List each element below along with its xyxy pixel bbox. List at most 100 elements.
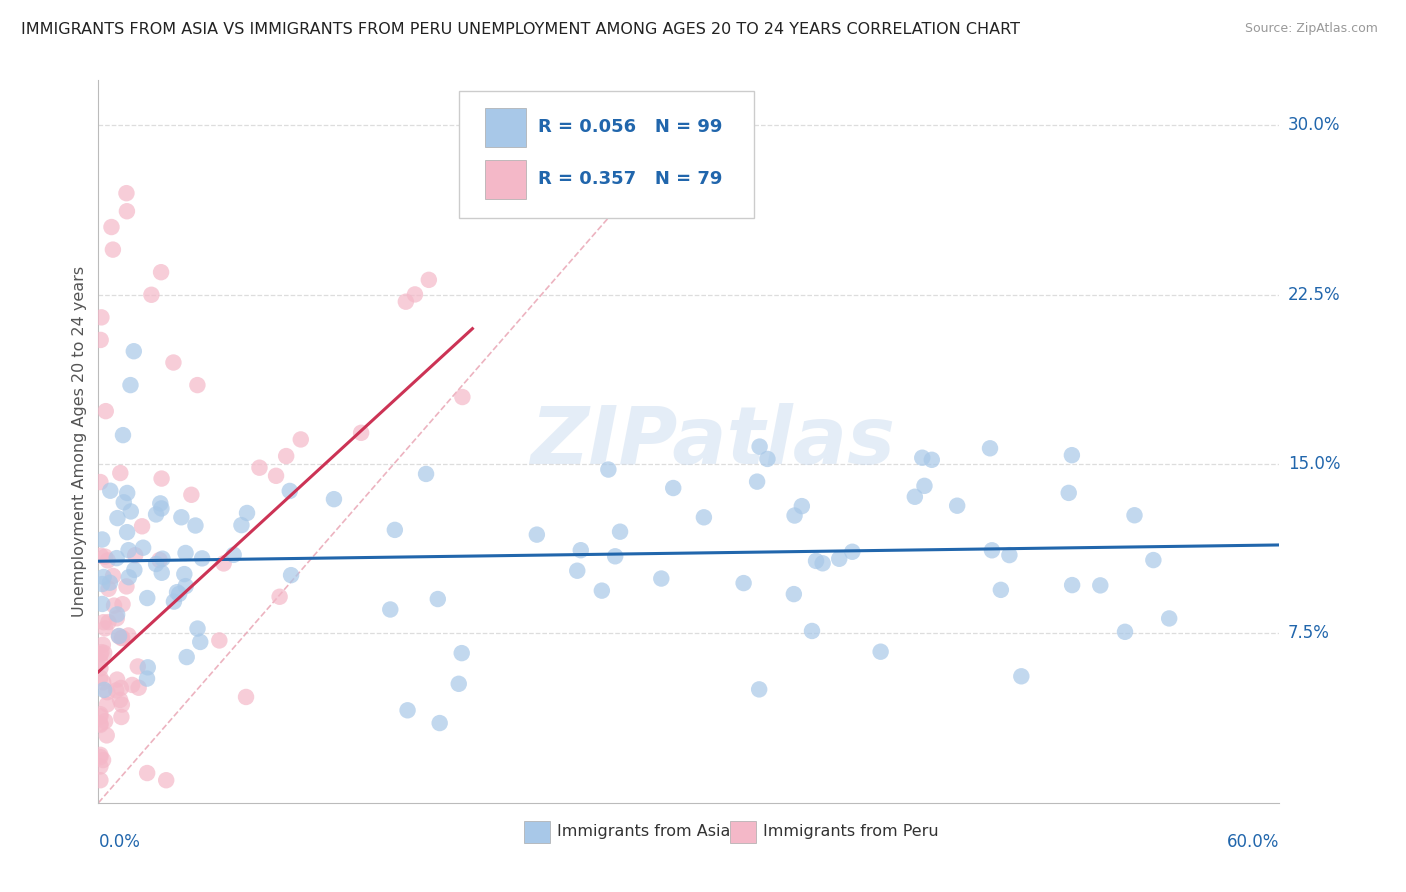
Text: 22.5%: 22.5% bbox=[1288, 285, 1340, 304]
Point bbox=[693, 510, 716, 524]
Point bbox=[89, 718, 111, 732]
Point bbox=[384, 523, 406, 537]
Bar bbox=[485, 108, 526, 147]
Point bbox=[748, 682, 770, 697]
Point bbox=[236, 506, 259, 520]
Point bbox=[110, 631, 132, 645]
Point bbox=[1057, 486, 1080, 500]
Point bbox=[91, 533, 114, 547]
Point bbox=[148, 553, 170, 567]
Point bbox=[136, 660, 159, 674]
Point bbox=[921, 452, 943, 467]
Point bbox=[904, 490, 927, 504]
Y-axis label: Unemployment Among Ages 20 to 24 years: Unemployment Among Ages 20 to 24 years bbox=[72, 266, 87, 617]
Point bbox=[395, 294, 418, 309]
Text: 15.0%: 15.0% bbox=[1288, 455, 1340, 473]
Point bbox=[89, 747, 111, 762]
Point bbox=[569, 543, 592, 558]
Point bbox=[979, 442, 1001, 456]
Point bbox=[235, 690, 257, 704]
Point bbox=[117, 543, 139, 558]
Point bbox=[911, 450, 934, 465]
Point bbox=[121, 678, 143, 692]
Point bbox=[91, 675, 114, 690]
Point bbox=[111, 597, 134, 611]
Point bbox=[212, 557, 235, 571]
Point bbox=[1159, 611, 1181, 625]
Point bbox=[155, 773, 177, 788]
Point bbox=[105, 607, 128, 622]
Point bbox=[745, 475, 768, 489]
Point bbox=[801, 624, 824, 638]
Point bbox=[790, 499, 813, 513]
Point bbox=[173, 567, 195, 582]
Point bbox=[174, 579, 197, 593]
Point bbox=[89, 655, 111, 669]
Point bbox=[733, 576, 755, 591]
Point bbox=[117, 628, 139, 642]
Point bbox=[91, 577, 114, 591]
Point bbox=[380, 602, 402, 616]
Point bbox=[222, 548, 245, 562]
Point bbox=[167, 587, 190, 601]
FancyBboxPatch shape bbox=[458, 91, 754, 218]
Point bbox=[101, 569, 124, 583]
Point bbox=[136, 766, 159, 780]
Point bbox=[756, 451, 779, 466]
Point bbox=[115, 204, 138, 219]
Point bbox=[94, 621, 117, 635]
Point bbox=[89, 648, 111, 662]
Point bbox=[591, 583, 613, 598]
Point bbox=[93, 615, 115, 630]
Point bbox=[1062, 578, 1084, 592]
Point bbox=[1142, 553, 1164, 567]
Point bbox=[150, 472, 173, 486]
Point bbox=[828, 551, 851, 566]
Point bbox=[150, 501, 173, 516]
Point bbox=[748, 440, 770, 454]
Point bbox=[131, 519, 153, 533]
Point bbox=[650, 572, 672, 586]
Point bbox=[101, 243, 124, 257]
Point bbox=[163, 594, 186, 608]
Point bbox=[105, 673, 128, 687]
Point bbox=[145, 508, 167, 522]
Text: IMMIGRANTS FROM ASIA VS IMMIGRANTS FROM PERU UNEMPLOYMENT AMONG AGES 20 TO 24 YE: IMMIGRANTS FROM ASIA VS IMMIGRANTS FROM … bbox=[21, 22, 1021, 37]
Point bbox=[350, 425, 373, 440]
Point bbox=[396, 703, 419, 717]
Point bbox=[1123, 508, 1146, 523]
Point bbox=[115, 525, 138, 540]
Point bbox=[162, 355, 184, 369]
Point bbox=[946, 499, 969, 513]
Point bbox=[89, 759, 111, 773]
Point bbox=[97, 582, 120, 596]
Point bbox=[122, 344, 145, 359]
Bar bbox=[730, 821, 756, 843]
Point bbox=[90, 333, 112, 347]
Point bbox=[89, 475, 111, 489]
Point bbox=[451, 390, 474, 404]
Point bbox=[231, 518, 253, 533]
Point bbox=[526, 527, 548, 541]
Point bbox=[1010, 669, 1032, 683]
Point bbox=[132, 541, 155, 555]
Point bbox=[914, 479, 936, 493]
Point bbox=[141, 287, 163, 301]
Point bbox=[124, 548, 146, 562]
Point bbox=[176, 650, 198, 665]
Point bbox=[567, 564, 589, 578]
Point bbox=[90, 549, 112, 563]
Point bbox=[415, 467, 437, 481]
Point bbox=[91, 753, 114, 767]
Point bbox=[103, 599, 125, 613]
Point bbox=[166, 585, 188, 599]
Point bbox=[115, 579, 138, 593]
Point bbox=[118, 570, 141, 584]
Point bbox=[108, 629, 131, 643]
Point bbox=[111, 631, 134, 645]
Point bbox=[998, 548, 1021, 562]
Text: 0.0%: 0.0% bbox=[98, 833, 141, 851]
Text: Immigrants from Asia: Immigrants from Asia bbox=[557, 824, 730, 839]
Point bbox=[89, 750, 111, 764]
Text: Immigrants from Peru: Immigrants from Peru bbox=[763, 824, 939, 839]
